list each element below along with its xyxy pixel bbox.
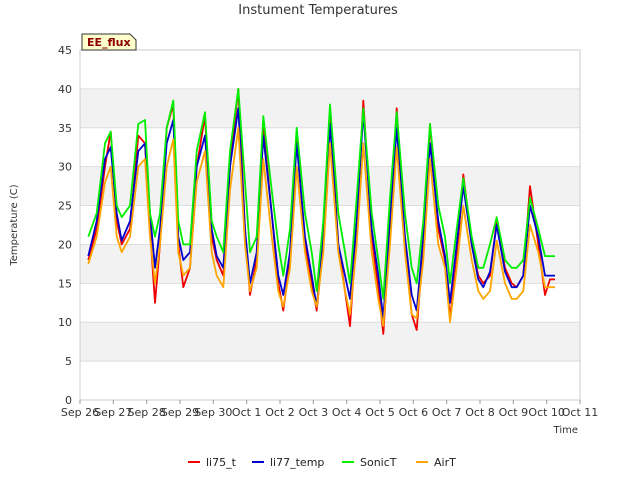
background-band: [80, 361, 580, 400]
x-tick-label: Oct 6: [399, 406, 429, 419]
legend-label: li75_t: [206, 456, 237, 469]
x-tick-label: Sep 27: [94, 406, 132, 419]
series-line-airt: [87, 126, 555, 328]
y-tick-label: 15: [58, 277, 72, 290]
legend-label: SonicT: [360, 456, 397, 469]
x-tick-label: Oct 5: [365, 406, 395, 419]
x-tick-label: Sep 30: [194, 406, 232, 419]
site-label: EE_flux: [87, 36, 131, 49]
x-tick-label: Oct 11: [562, 406, 599, 419]
background-bands: [80, 50, 580, 400]
y-tick-labels: 0 5 10 15 20 25 30 35 40 45: [58, 44, 72, 407]
site-badge-box: [81, 33, 137, 51]
background-band: [80, 322, 580, 362]
y-tick-label: 25: [58, 200, 72, 213]
x-tick-label: Sep 28: [128, 406, 166, 419]
background-band: [80, 166, 580, 206]
y-tick-label: 10: [58, 316, 72, 329]
x-tick-label: Oct 4: [332, 406, 362, 419]
legend-label: AirT: [434, 456, 456, 469]
site-badge: EE_flux: [81, 33, 137, 51]
y-tick-label: 20: [58, 238, 72, 251]
y-tick-label: 35: [58, 122, 72, 135]
series-line-sonict: [87, 88, 555, 300]
y-axis-label: Temperature (C): [9, 184, 20, 266]
y-tick-label: 45: [58, 44, 72, 57]
y-tick-label: 30: [58, 161, 72, 174]
series-line-li77-temp: [87, 107, 555, 320]
x-tick-label: Oct 2: [265, 406, 295, 419]
plot-frame: [79, 49, 581, 401]
x-axis-label: Time: [553, 425, 578, 436]
background-band: [80, 283, 580, 323]
background-band: [80, 50, 580, 89]
x-tick-label: Oct 1: [232, 406, 262, 419]
x-tick-label: Oct 8: [465, 406, 495, 419]
x-tick-label: Sep 26: [61, 406, 99, 419]
chart-title: Instument Temperatures: [238, 3, 398, 18]
x-tick-label: Oct 3: [299, 406, 329, 419]
x-tick-label: Oct 7: [432, 406, 462, 419]
x-tick-label: Oct 9: [499, 406, 529, 419]
y-tick-label: 5: [65, 355, 72, 368]
y-tick-label: 40: [58, 83, 72, 96]
background-band: [80, 205, 580, 245]
x-tick-label: Oct 10: [528, 406, 565, 419]
legend: li75_t li77_temp SonicT AirT: [188, 456, 456, 469]
y-tick-label: 0: [65, 394, 72, 407]
x-tick-label: Sep 29: [161, 406, 199, 419]
legend-label: li77_temp: [270, 456, 324, 469]
background-band: [80, 244, 580, 284]
series-lines: [87, 88, 555, 335]
